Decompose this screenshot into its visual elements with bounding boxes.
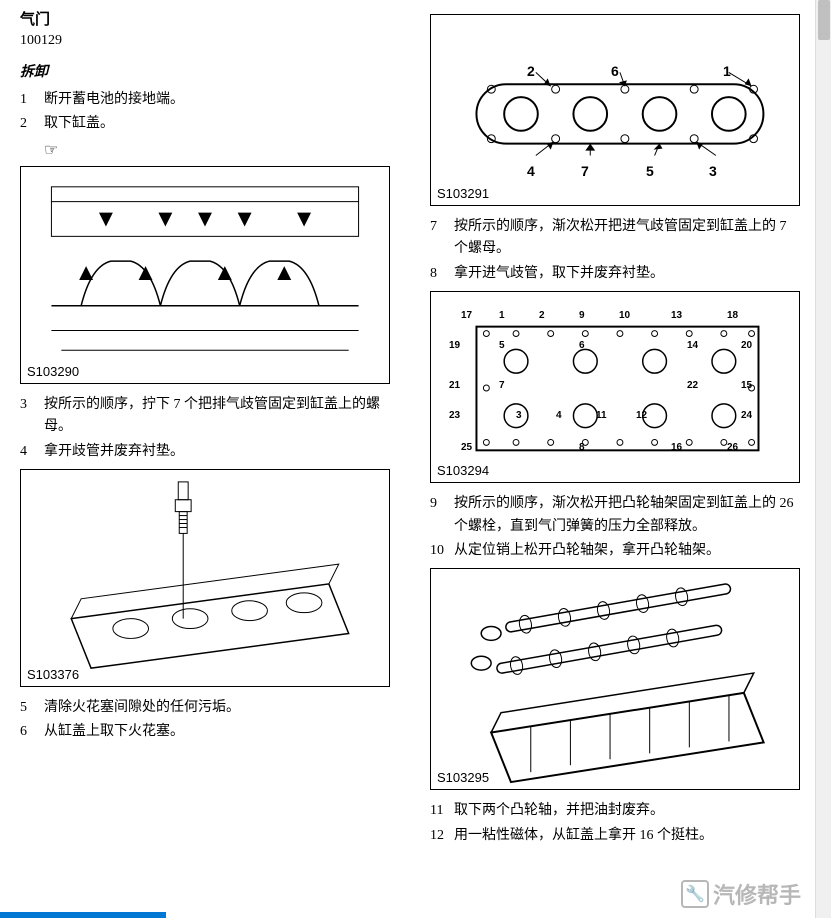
figure-cam-carrier-bolts: 1712910131819561420217221523341112242581…: [430, 291, 800, 483]
bolt-number: 23: [449, 410, 460, 421]
watermark-logo-icon: 🔧: [681, 880, 709, 908]
step-row: 9按所示的顺序，渐次松开把凸轮轴架固定到缸盖上的 26 个螺栓，直到气门弹簧的压…: [430, 493, 800, 538]
bolt-number: 1: [499, 310, 505, 321]
bolt-number: 5: [499, 340, 505, 351]
bolt-number: 15: [741, 380, 752, 391]
bolt-number: 12: [636, 410, 647, 421]
bolt-number: 22: [687, 380, 698, 391]
bolt-number: 17: [461, 310, 472, 321]
bolt-number: 8: [579, 442, 585, 453]
section-heading: 拆卸: [20, 61, 390, 81]
figure-camshafts: S103295: [430, 568, 800, 790]
bolt-number: 11: [596, 410, 607, 421]
step-row: 5清除火花塞间隙处的任何污垢。: [20, 697, 390, 719]
procedure-code: 100129: [20, 33, 390, 49]
bolt-number: 21: [449, 380, 460, 391]
figure-label: S103290: [27, 364, 79, 379]
figure-spark-plug: S103376: [20, 469, 390, 687]
step-row: 10从定位销上松开凸轮轴架，拿开凸轮轴架。: [430, 540, 800, 562]
bolt-number: 18: [727, 310, 738, 321]
step-row: 6从缸盖上取下火花塞。: [20, 721, 390, 743]
bolt-number: 14: [687, 340, 698, 351]
step-row: 7按所示的顺序，渐次松开把进气歧管固定到缸盖上的 7 个螺母。: [430, 216, 800, 261]
bolt-number: 6: [611, 63, 619, 79]
bolt-number: 20: [741, 340, 752, 351]
bolt-number: 5: [646, 163, 654, 179]
figure-label: S103294: [437, 463, 489, 478]
bolt-number: 13: [671, 310, 682, 321]
bolt-number: 24: [741, 410, 752, 421]
step-row: 1断开蓄电池的接地端。: [20, 89, 390, 111]
taskbar-fragment: [0, 912, 831, 918]
figure-label: S103295: [437, 770, 489, 785]
bolt-number: 26: [727, 442, 738, 453]
figure-intake-bolts: 2 6 1 4 7 5 3 S103291: [430, 14, 800, 206]
step-row: 2取下缸盖。: [20, 113, 390, 135]
step-row: 3按所示的顺序，拧下 7 个把排气歧管固定到缸盖上的螺母。: [20, 394, 390, 439]
bolt-number: 3: [516, 410, 522, 421]
step-row: 11取下两个凸轮轴，并把油封废弃。: [430, 800, 800, 822]
bolt-number: 3: [709, 163, 717, 179]
bolt-number: 7: [499, 380, 505, 391]
bolt-number: 6: [579, 340, 585, 351]
bolt-number: 2: [539, 310, 545, 321]
step-row: 4拿开歧管并废弃衬垫。: [20, 441, 390, 463]
bolt-number: 4: [527, 163, 535, 179]
watermark: 🔧 汽修帮手: [681, 878, 801, 910]
figure-label: S103291: [437, 186, 489, 201]
bolt-number: 25: [461, 442, 472, 453]
page-title: 气门: [20, 8, 390, 29]
bolt-number: 7: [581, 163, 589, 179]
bolt-number: 16: [671, 442, 682, 453]
bolt-number: 2: [527, 63, 535, 79]
figure-label: S103376: [27, 667, 79, 682]
bolt-number: 4: [556, 410, 562, 421]
step-row: 12用一粘性磁体，从缸盖上拿开 16 个挺柱。: [430, 825, 800, 847]
bolt-number: 10: [619, 310, 630, 321]
vertical-scrollbar[interactable]: ▲: [815, 0, 831, 918]
bolt-number: 9: [579, 310, 585, 321]
step-row: 8拿开进气歧管，取下并废弃衬垫。: [430, 263, 800, 285]
scroll-thumb[interactable]: [818, 0, 830, 40]
figure-exhaust-manifold: S103290: [20, 166, 390, 384]
bolt-number: 19: [449, 340, 460, 351]
bolt-number: 1: [723, 63, 731, 79]
note-hand-icon: ☞: [44, 140, 390, 160]
